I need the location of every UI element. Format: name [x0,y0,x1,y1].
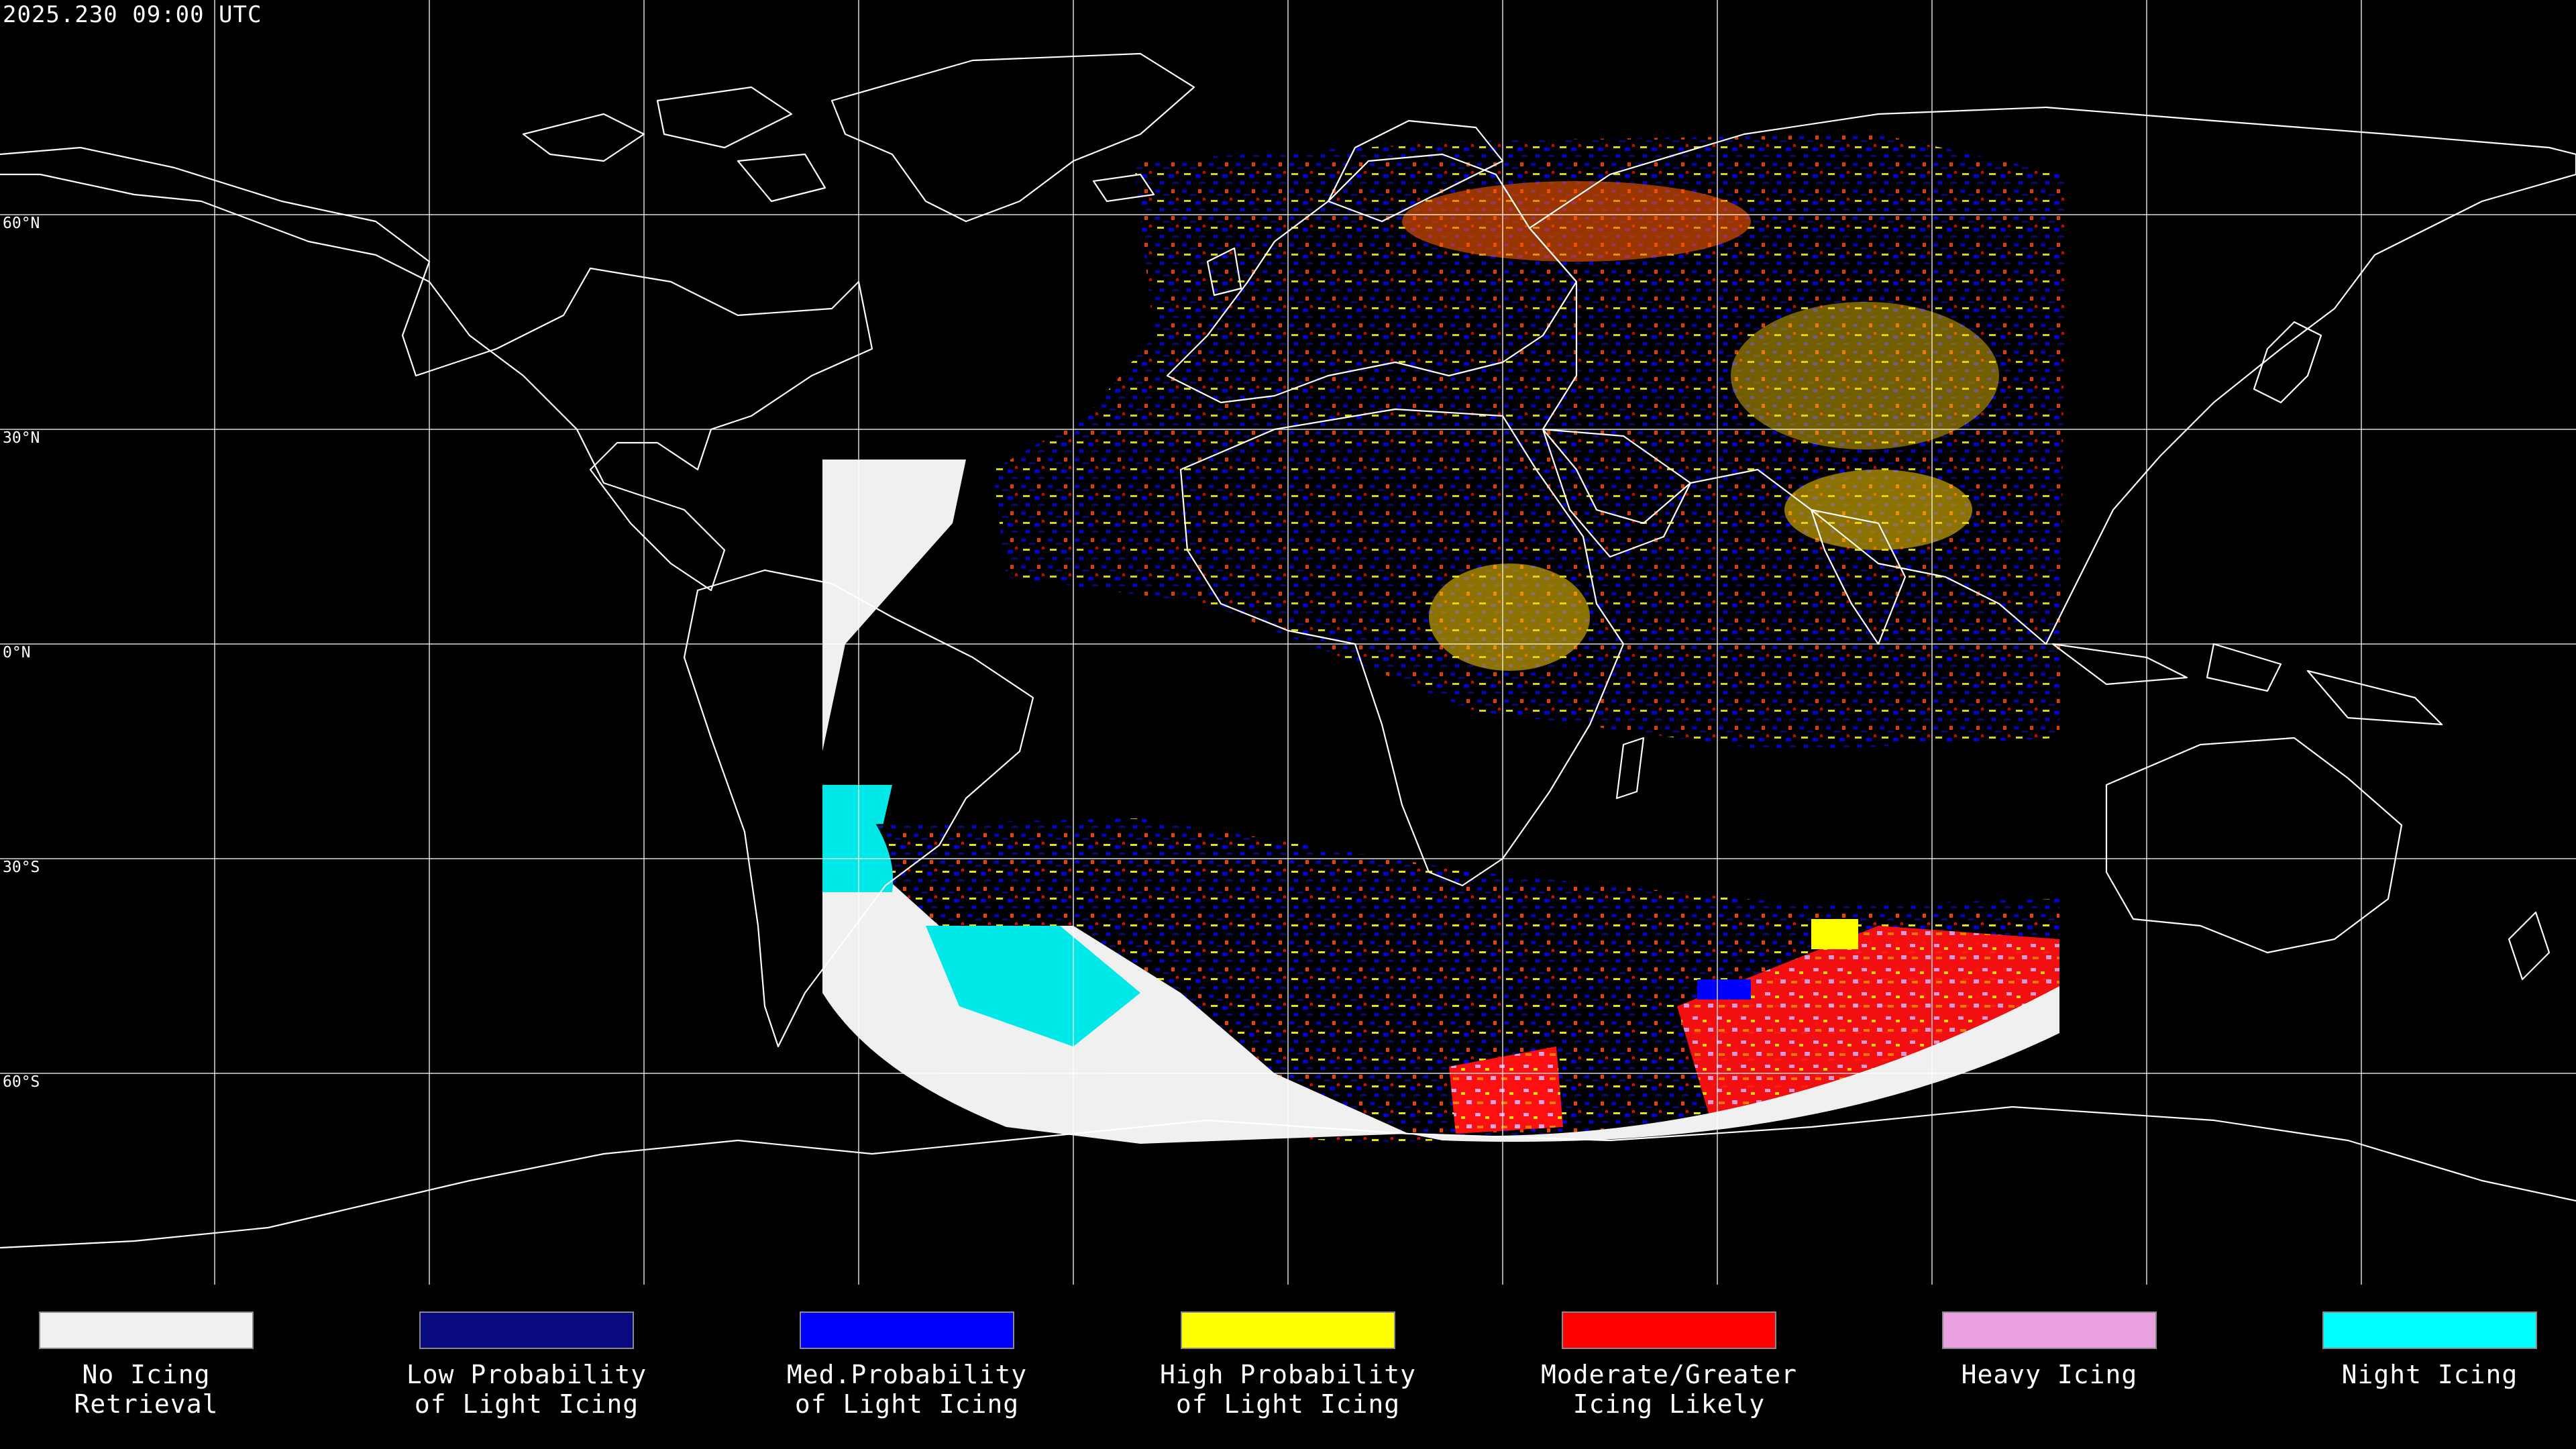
graticule [0,0,2576,1285]
lat-label-0n: 0°N [3,644,31,661]
legend-label-no-icing: No Icing Retrieval [74,1360,219,1419]
legend-item-med-probability: Med.Probability of Light Icing [773,1311,1041,1419]
lat-label-30s: 30°S [3,859,40,876]
legend-swatch-low-probability [419,1311,634,1349]
icing-data-layer [822,134,2066,1144]
legend-item-heavy-icing: Heavy Icing [1915,1311,2184,1389]
legend-swatch-moderate-greater [1562,1311,1776,1349]
legend-swatch-med-probability [800,1311,1014,1349]
legend-label-heavy-icing: Heavy Icing [1961,1360,2138,1389]
legend-label-med-probability: Med.Probability of Light Icing [786,1360,1028,1419]
legend-swatch-heavy-icing [1942,1311,2157,1349]
timestamp: 2025.230 09:00 UTC [3,1,262,28]
coastlines [0,52,2576,1249]
legend-item-low-probability: Low Probability of Light Icing [392,1311,661,1419]
legend-label-low-probability: Low Probability of Light Icing [406,1360,647,1419]
lat-label-30n: 30°N [3,429,40,447]
icing-map[interactable] [0,0,2576,1285]
legend-label-high-probability: High Probability of Light Icing [1159,1360,1417,1419]
legend: No Icing Retrieval Low Probability of Li… [0,1285,2576,1449]
legend-swatch-no-icing [39,1311,254,1349]
lat-label-60n: 60°N [3,215,40,232]
legend-swatch-night-icing [2322,1311,2537,1349]
legend-item-night-icing: Night Icing [2296,1311,2564,1389]
map-panel[interactable]: 2025.230 09:00 UTC 60°N 30°N 0°N 30°S 60… [0,0,2576,1285]
legend-swatch-high-probability [1181,1311,1395,1349]
legend-label-moderate-greater: Moderate/Greater Icing Likely [1540,1360,1798,1419]
legend-item-moderate-greater: Moderate/Greater Icing Likely [1535,1311,1803,1419]
lat-label-60s: 60°S [3,1073,40,1091]
legend-item-no-icing: No Icing Retrieval [12,1311,280,1419]
legend-label-night-icing: Night Icing [2341,1360,2518,1389]
legend-item-high-probability: High Probability of Light Icing [1154,1311,1422,1419]
